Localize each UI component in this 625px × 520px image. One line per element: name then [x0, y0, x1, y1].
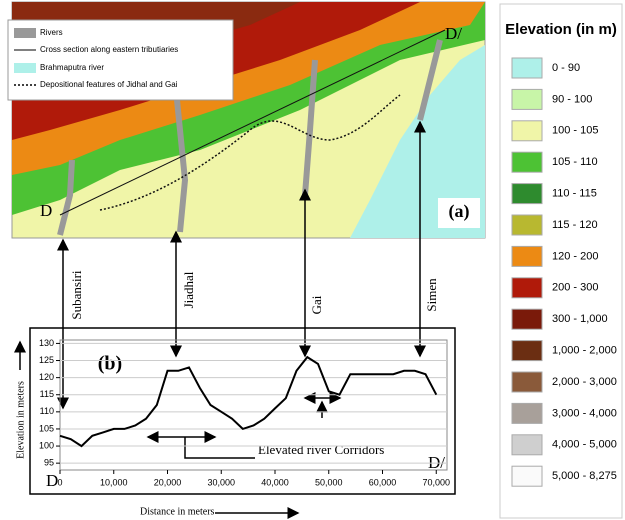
legend-swatch — [512, 121, 542, 141]
x-tick-label: 60,000 — [369, 477, 397, 487]
legend-label: 110 - 115 — [552, 188, 597, 200]
legend-label: 3,000 - 4,000 — [552, 407, 617, 419]
legend-swatch — [512, 341, 542, 361]
legend-label: 120 - 200 — [552, 250, 598, 262]
river-label: Gai — [309, 295, 324, 314]
legend-label: 2,000 - 3,000 — [552, 376, 617, 388]
legend-swatch — [512, 246, 542, 266]
y-axis-label: Elevation in meters — [15, 381, 26, 459]
y-tick-label: 110 — [40, 406, 54, 416]
y-tick-label: 120 — [39, 372, 54, 382]
legend-swatch — [512, 435, 542, 455]
legend-swatch — [512, 372, 542, 392]
legend-label: 1,000 - 2,000 — [552, 345, 617, 357]
legend-label: 300 - 1,000 — [552, 313, 608, 325]
map-start-label: D — [40, 201, 52, 220]
legend-swatch — [512, 278, 542, 298]
page: {"map": {"panel_label": "(a)", "start_la… — [0, 0, 625, 520]
legend-label: 5,000 - 8,275 — [552, 470, 617, 482]
legend-swatch — [512, 152, 542, 172]
x-tick-label: 20,000 — [154, 477, 182, 487]
y-tick-label: 125 — [39, 355, 54, 365]
legend-swatch — [512, 466, 542, 486]
river-label: Subansiri — [69, 270, 84, 320]
legend-entry: Brahmaputra river — [40, 63, 104, 72]
x-tick-label: 70,000 — [422, 477, 450, 487]
legend-swatch — [512, 403, 542, 423]
map: D D/ (a) Rivers Cross section along east… — [8, 2, 485, 238]
legend-title: Elevation (in m) — [505, 21, 617, 38]
y-tick-label: 115 — [40, 389, 54, 399]
legend-label: 0 - 90 — [552, 62, 580, 74]
profile-start-label: D — [46, 471, 58, 490]
river-label: Simen — [424, 278, 439, 312]
legend-entry: Cross section along eastern tributiaries — [40, 45, 178, 54]
annotation: Elevated river Corridors — [258, 442, 384, 457]
x-axis-label: Distance in meters — [140, 506, 215, 517]
legend-swatch — [512, 215, 542, 235]
panel-label: (a) — [449, 201, 470, 222]
river-label: Jiadhal — [181, 271, 196, 308]
legend-label: 4,000 - 5,000 — [552, 439, 617, 451]
legend-entry: Depositional features of Jidhal and Gai — [40, 80, 178, 89]
legend-label: 90 - 100 — [552, 93, 592, 105]
legend-entry: Rivers — [40, 28, 63, 37]
y-tick-label: 130 — [39, 338, 54, 348]
y-tick-label: 95 — [44, 458, 54, 468]
legend-swatch — [512, 309, 542, 329]
legend-label: 200 - 300 — [552, 282, 598, 294]
panel-label: (b) — [98, 353, 122, 375]
profile-end-label: D/ — [428, 453, 445, 472]
x-tick-label: 0 — [57, 477, 62, 487]
map-end-label: D/ — [445, 24, 462, 43]
x-tick-label: 10,000 — [100, 477, 128, 487]
x-tick-label: 30,000 — [207, 477, 235, 487]
legend-swatch — [512, 184, 542, 204]
y-tick-label: 100 — [39, 440, 54, 450]
figure: D D/ (a) Rivers Cross section along east… — [0, 0, 625, 520]
legend-label: 100 - 105 — [552, 125, 598, 137]
x-tick-label: 40,000 — [261, 477, 289, 487]
profile-frame — [30, 328, 455, 494]
x-tick-label: 50,000 — [315, 477, 343, 487]
legend-label: 105 - 110 — [552, 156, 598, 168]
legend-swatch — [512, 89, 542, 109]
legend-swatch — [512, 58, 542, 78]
legend-label: 115 - 120 — [552, 219, 598, 231]
y-tick-label: 105 — [39, 423, 54, 433]
